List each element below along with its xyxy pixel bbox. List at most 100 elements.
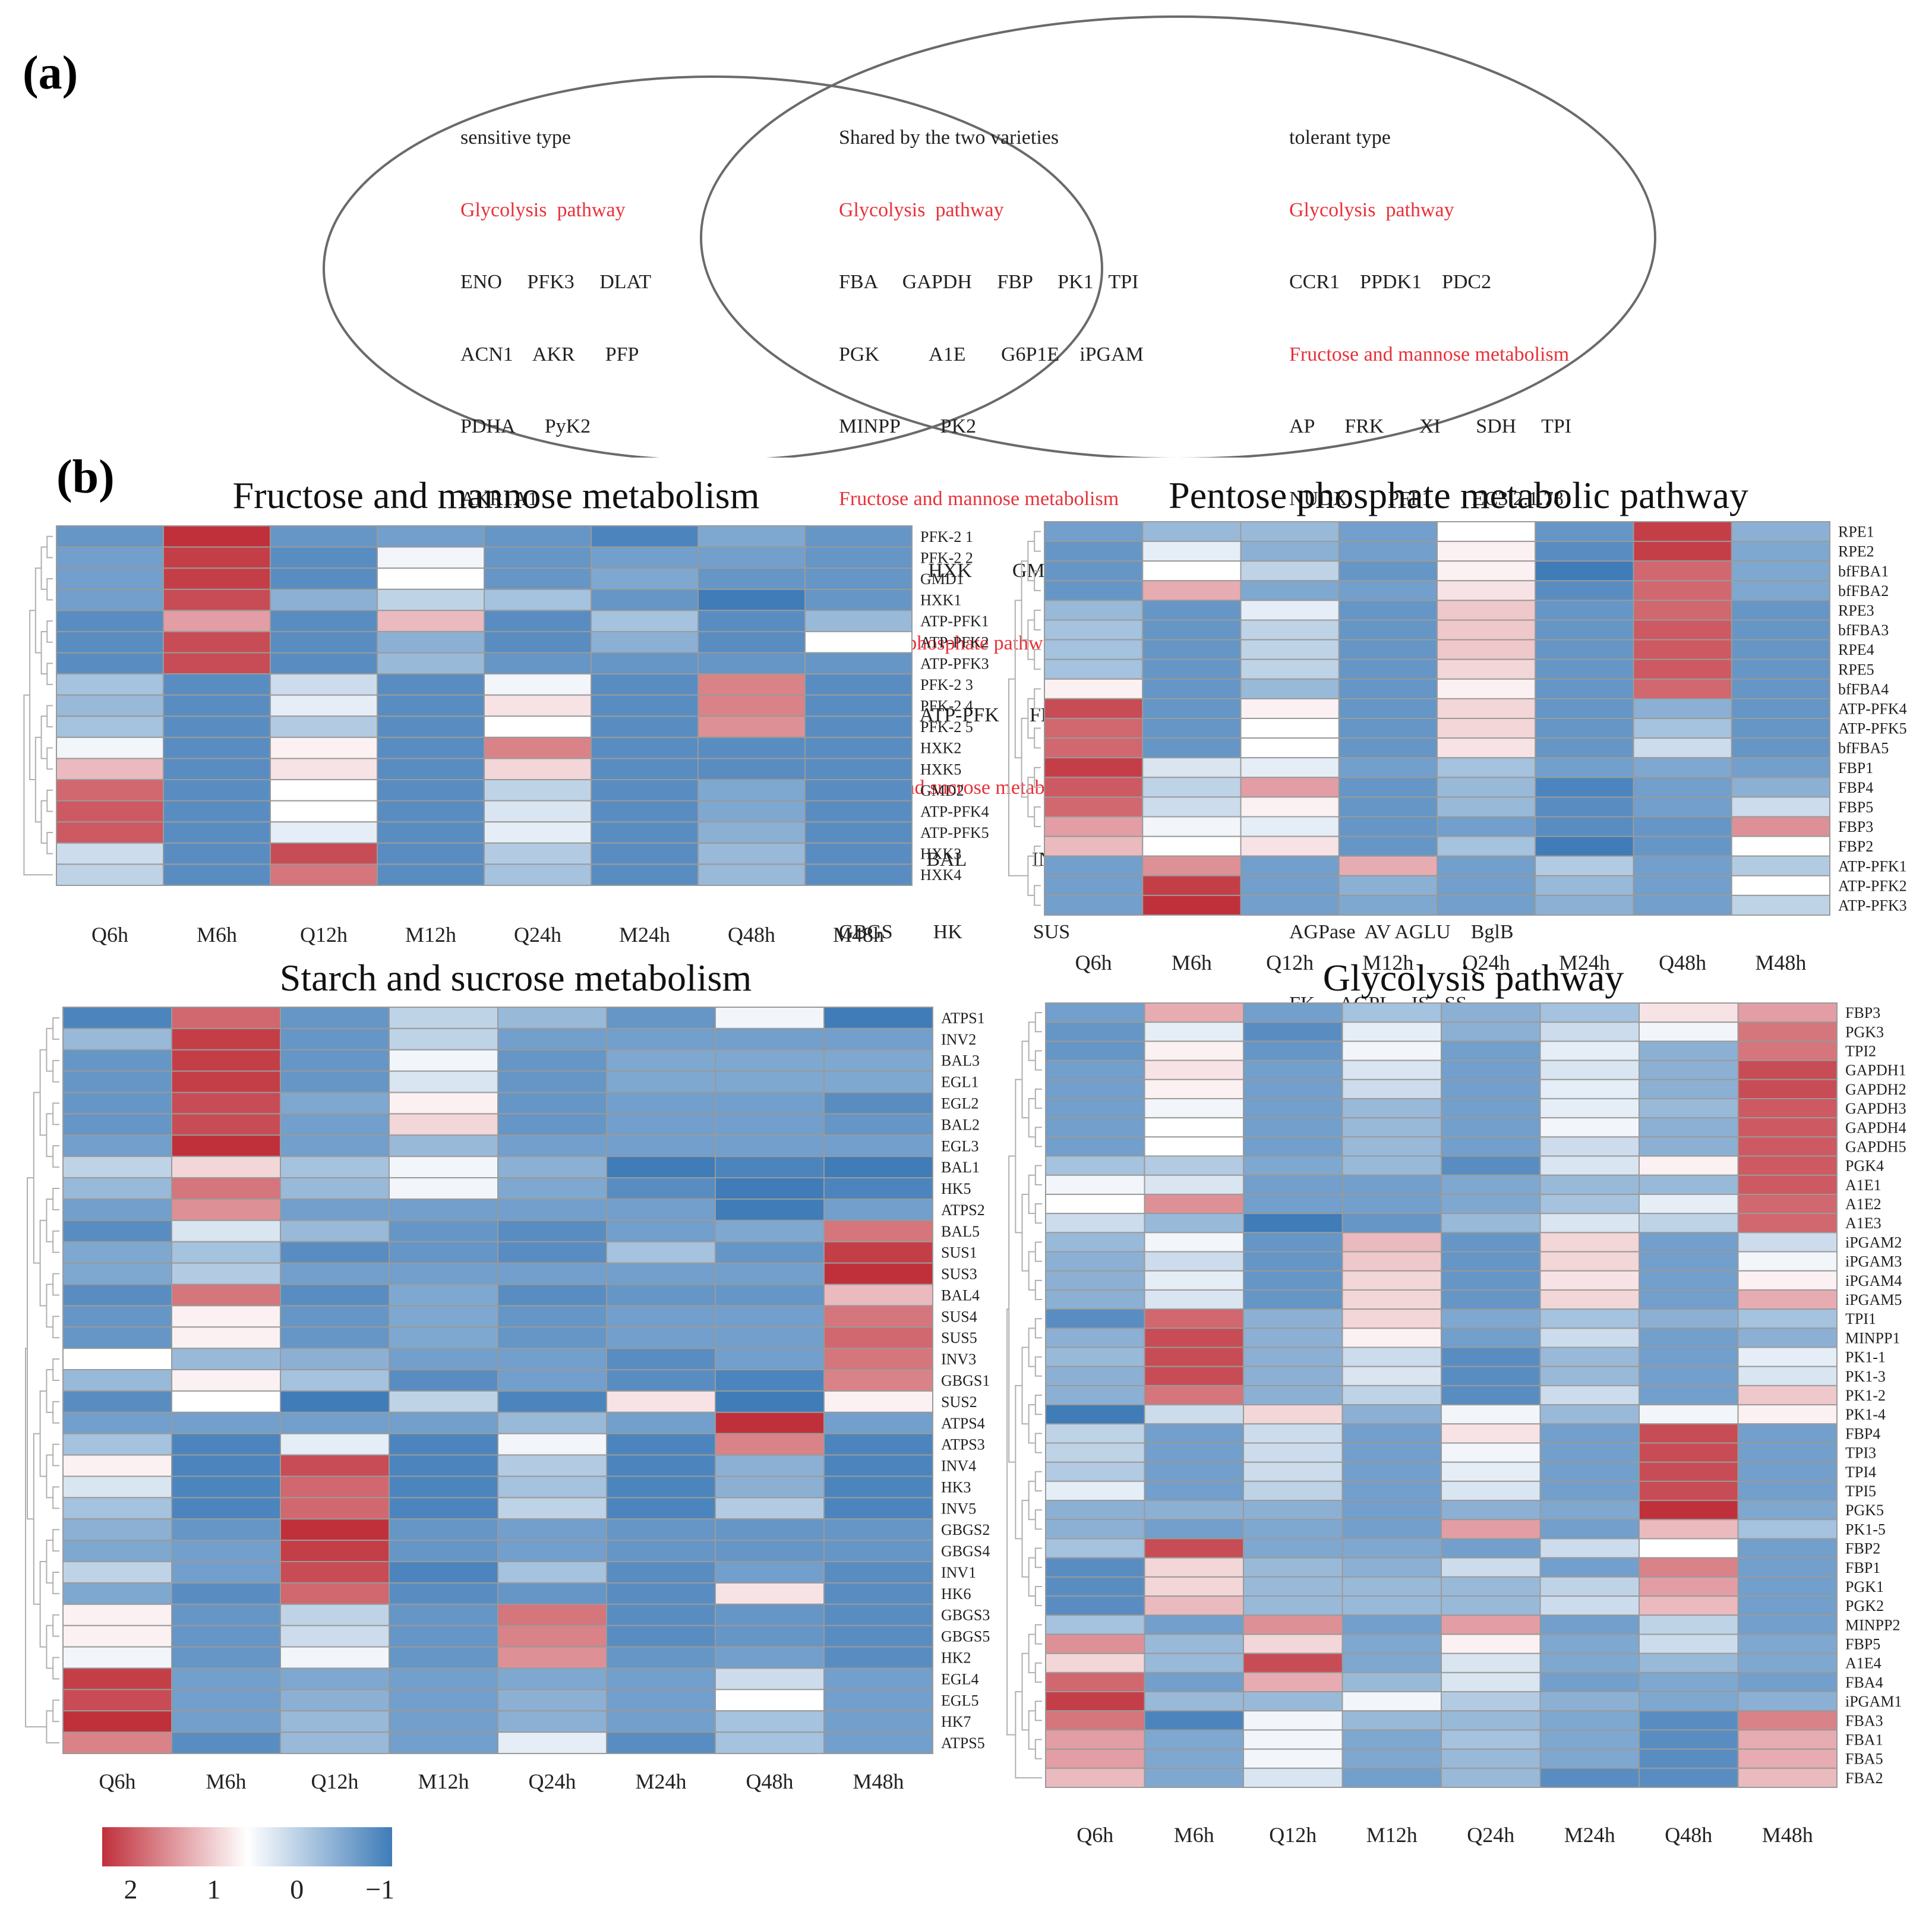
heatmap-cell bbox=[1639, 1500, 1739, 1521]
heatmap-column-label: M12h bbox=[405, 923, 456, 947]
heatmap-row-label: TPI4 bbox=[1845, 1464, 1876, 1481]
heatmap-cell bbox=[1639, 1270, 1739, 1291]
heatmap-cell bbox=[171, 1603, 281, 1626]
heatmap-cell bbox=[497, 1049, 607, 1072]
heatmap-cell bbox=[1045, 1021, 1145, 1042]
dendrogram-branch bbox=[1034, 1662, 1042, 1683]
heatmap-cell bbox=[715, 1710, 825, 1733]
heatmap-cell bbox=[171, 1007, 281, 1029]
heatmap-row-label: PK1-2 bbox=[1845, 1387, 1886, 1404]
heatmap-column-label: M48h bbox=[853, 1770, 904, 1793]
heatmap-cell bbox=[389, 1369, 498, 1392]
heatmap-cell bbox=[62, 1262, 172, 1285]
dendrogram-branch bbox=[1034, 1012, 1042, 1033]
heatmap-cell bbox=[1639, 1213, 1739, 1234]
heatmap-cell bbox=[715, 1582, 825, 1605]
heatmap-cell bbox=[270, 821, 378, 844]
heatmap-cell bbox=[1633, 658, 1732, 680]
heatmap-cell bbox=[715, 1369, 825, 1392]
heatmap-row-label: GAPDH1 bbox=[1845, 1062, 1906, 1079]
heatmap-cell bbox=[715, 1390, 825, 1413]
heatmap-cell bbox=[1731, 737, 1830, 759]
heatmap-cell bbox=[1144, 1155, 1244, 1176]
heatmap-cell bbox=[1731, 619, 1830, 641]
heatmap-cell bbox=[163, 779, 271, 802]
heatmap-cell bbox=[1539, 1289, 1640, 1310]
heatmap-cell bbox=[697, 863, 806, 886]
heatmap-cell bbox=[1341, 1270, 1442, 1291]
heatmap-cell bbox=[62, 1326, 172, 1349]
heatmap-cell bbox=[715, 1411, 825, 1434]
heatmap-cell bbox=[62, 1007, 172, 1029]
dendrogram-branch bbox=[1034, 1509, 1042, 1530]
heatmap-cell bbox=[606, 1070, 716, 1093]
heatmap-cell bbox=[163, 567, 271, 590]
venn-tolerant-glyco-title: Glycolysis pathway bbox=[1289, 198, 1454, 221]
dendrogram-branch bbox=[1028, 1404, 1036, 1444]
heatmap-column-label: Q12h bbox=[311, 1770, 359, 1793]
heatmap-cell bbox=[62, 1454, 172, 1477]
heatmap-cell bbox=[1441, 1404, 1541, 1425]
heatmap-cell bbox=[1737, 1576, 1838, 1597]
heatmap-row-label: GAPDH2 bbox=[1845, 1081, 1906, 1098]
legend-tick-label: −1 bbox=[365, 1874, 394, 1904]
heatmap-cell bbox=[62, 1497, 172, 1520]
dendrogram-branch bbox=[1021, 1500, 1029, 1578]
heatmap-cell bbox=[163, 588, 271, 611]
dendrogram-branch bbox=[46, 1113, 53, 1158]
heatmap-cell bbox=[1243, 1691, 1343, 1712]
heatmap-cell bbox=[697, 715, 806, 738]
heatmap-cell bbox=[1441, 1500, 1541, 1521]
heatmap-cell bbox=[1737, 1002, 1838, 1023]
heatmap-cell bbox=[1441, 1327, 1541, 1348]
heatmap-cell bbox=[1639, 1442, 1739, 1463]
heatmap-cell bbox=[1045, 1500, 1145, 1521]
heatmap-column-label: Q6h bbox=[1077, 1823, 1113, 1847]
heatmap-cell bbox=[497, 1667, 607, 1691]
heatmap-cell bbox=[1737, 1423, 1838, 1444]
heatmap-cell bbox=[163, 546, 271, 569]
heatmap-cell bbox=[1731, 580, 1830, 601]
heatmap-cell bbox=[1539, 1710, 1640, 1731]
heatmap-cell bbox=[591, 567, 699, 590]
heatmap-cell bbox=[171, 1454, 281, 1477]
heatmap-cell bbox=[171, 1689, 281, 1712]
heatmap-cell bbox=[606, 1092, 716, 1115]
heatmap-cell bbox=[1045, 1098, 1145, 1119]
heatmap-column-label: Q12h bbox=[300, 923, 348, 947]
heatmap-cell bbox=[591, 779, 699, 802]
heatmap-cell bbox=[606, 1134, 716, 1158]
heatmap-cell bbox=[606, 1113, 716, 1136]
dendrogram-branch bbox=[52, 1145, 59, 1168]
heatmap-cell bbox=[1243, 1213, 1343, 1234]
heatmap-row-label: EGL3 bbox=[941, 1137, 979, 1155]
heatmap-cell bbox=[1243, 1423, 1343, 1444]
heatmap-cell bbox=[591, 610, 699, 632]
heatmap-cell bbox=[1639, 1040, 1739, 1061]
heatmap-cell bbox=[1144, 1232, 1244, 1253]
heatmap-cell bbox=[389, 1497, 498, 1520]
heatmap-cell bbox=[1731, 541, 1830, 562]
venn-shared-line: PGK A1E G6P1E iPGAM bbox=[839, 343, 1144, 365]
heatmap-cell bbox=[389, 1283, 498, 1307]
dendrogram-branch bbox=[1028, 1174, 1036, 1215]
heatmap-cell bbox=[823, 1625, 933, 1648]
heatmap-cell bbox=[1737, 1270, 1838, 1291]
dendrogram-branch bbox=[1028, 1098, 1036, 1138]
heatmap-cell bbox=[270, 546, 378, 569]
heatmap-cell bbox=[1341, 1652, 1442, 1673]
heatmap-cell bbox=[280, 1113, 390, 1136]
heatmap-cell bbox=[823, 1198, 933, 1221]
heatmap-cell bbox=[389, 1732, 498, 1754]
heatmap-cell bbox=[270, 610, 378, 632]
venn-shared-line: REP ATP-PFK FBP bfFBA bbox=[839, 704, 1161, 726]
heatmap-cell bbox=[62, 1603, 172, 1626]
heatmap-cell bbox=[1341, 1327, 1442, 1348]
heatmap-column-label: Q6h bbox=[99, 1770, 136, 1793]
heatmap-cell bbox=[823, 1603, 933, 1626]
heatmap-cell bbox=[1045, 1614, 1145, 1635]
dendrogram-branch bbox=[46, 1369, 53, 1413]
heatmap-cell bbox=[1639, 1021, 1739, 1042]
dendrogram-branch bbox=[52, 1188, 59, 1210]
heatmap-cell bbox=[1639, 1174, 1739, 1195]
